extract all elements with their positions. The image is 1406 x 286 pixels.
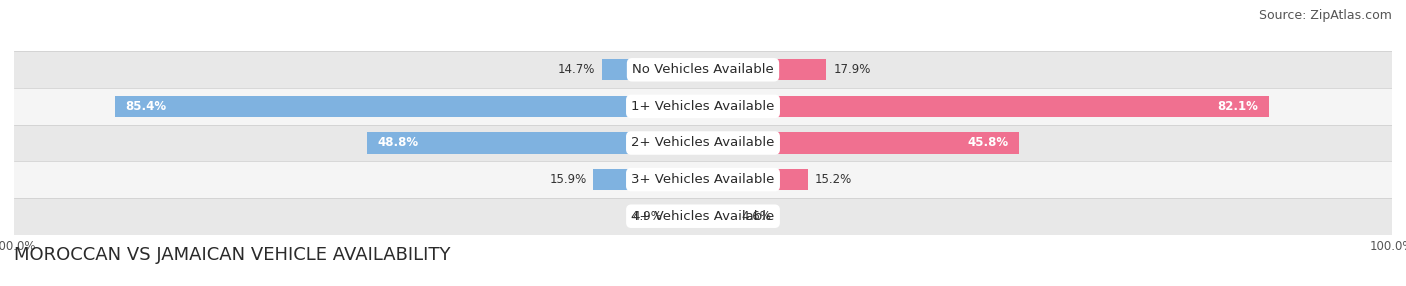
Bar bbox=[14, 51, 1392, 88]
Text: 85.4%: 85.4% bbox=[125, 100, 166, 113]
Text: MOROCCAN VS JAMAICAN VEHICLE AVAILABILITY: MOROCCAN VS JAMAICAN VEHICLE AVAILABILIT… bbox=[14, 246, 450, 264]
Bar bbox=[14, 125, 1392, 161]
Text: 4.6%: 4.6% bbox=[741, 210, 772, 223]
Bar bbox=[593, 169, 703, 190]
Bar bbox=[669, 206, 703, 227]
Text: 2+ Vehicles Available: 2+ Vehicles Available bbox=[631, 136, 775, 150]
Text: 4.9%: 4.9% bbox=[633, 210, 662, 223]
Text: Source: ZipAtlas.com: Source: ZipAtlas.com bbox=[1258, 9, 1392, 21]
Bar bbox=[703, 206, 735, 227]
Bar bbox=[14, 198, 1392, 235]
Text: 4+ Vehicles Available: 4+ Vehicles Available bbox=[631, 210, 775, 223]
Text: 3+ Vehicles Available: 3+ Vehicles Available bbox=[631, 173, 775, 186]
Text: 17.9%: 17.9% bbox=[834, 63, 870, 76]
Text: 48.8%: 48.8% bbox=[377, 136, 418, 150]
Bar bbox=[703, 96, 1268, 117]
Text: 14.7%: 14.7% bbox=[557, 63, 595, 76]
Bar bbox=[14, 88, 1392, 125]
Text: 15.9%: 15.9% bbox=[550, 173, 586, 186]
Bar bbox=[602, 59, 703, 80]
Text: No Vehicles Available: No Vehicles Available bbox=[633, 63, 773, 76]
Text: 82.1%: 82.1% bbox=[1218, 100, 1258, 113]
Text: 45.8%: 45.8% bbox=[967, 136, 1008, 150]
Bar bbox=[703, 59, 827, 80]
Bar bbox=[367, 132, 703, 154]
Bar bbox=[115, 96, 703, 117]
Bar bbox=[14, 161, 1392, 198]
Text: 1+ Vehicles Available: 1+ Vehicles Available bbox=[631, 100, 775, 113]
Bar bbox=[703, 132, 1018, 154]
Bar bbox=[703, 169, 807, 190]
Text: 15.2%: 15.2% bbox=[814, 173, 852, 186]
